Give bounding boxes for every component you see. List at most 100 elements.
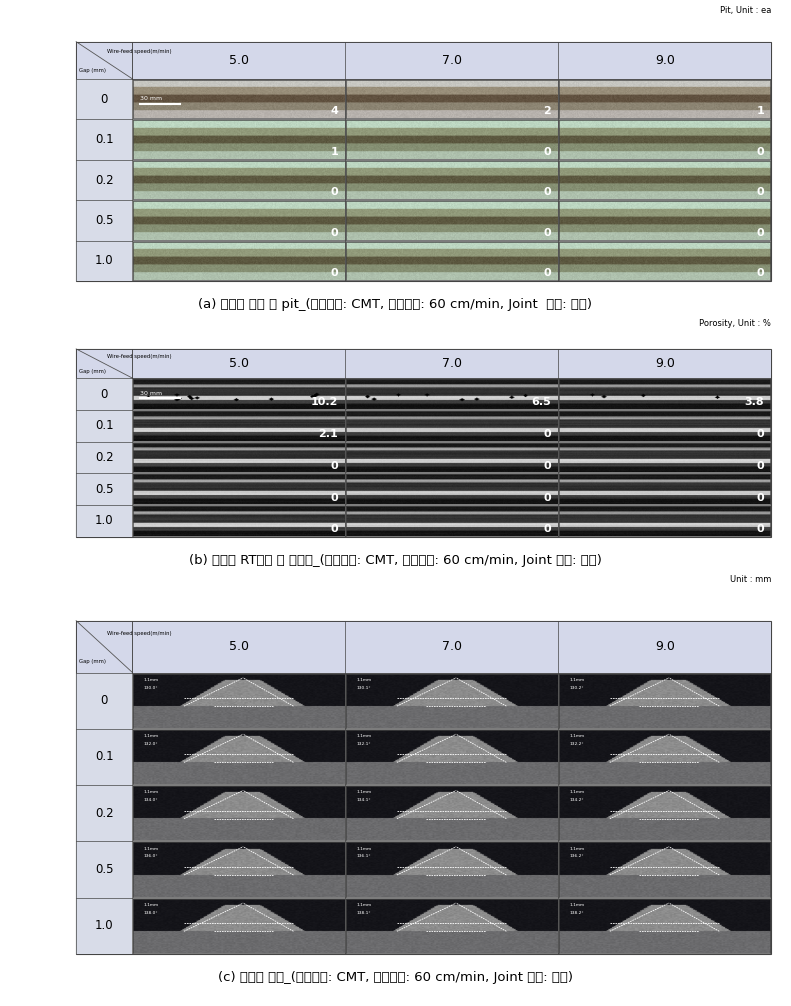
Text: 2: 2 (543, 107, 551, 117)
Text: 0.2: 0.2 (95, 807, 114, 820)
Text: 134.2°: 134.2° (570, 798, 585, 802)
Text: 132.0°: 132.0° (144, 741, 158, 745)
Text: 0: 0 (756, 147, 764, 157)
Text: 136.2°: 136.2° (570, 854, 585, 858)
Bar (76, 378, 133, 409)
Text: 1.1mm: 1.1mm (357, 791, 372, 795)
Text: 0.5: 0.5 (95, 483, 114, 496)
Text: 1.0: 1.0 (95, 255, 114, 268)
Text: 1.1mm: 1.1mm (570, 903, 585, 907)
Text: 0: 0 (543, 430, 551, 439)
Text: 0: 0 (100, 694, 108, 707)
Text: 0: 0 (543, 524, 551, 534)
Text: 0.2: 0.2 (95, 173, 114, 186)
Text: 0: 0 (756, 187, 764, 197)
Text: (a) 용접부 외관 및 pit_(용접모드: CMT, 용접속도: 60 cm/min, Joint  형상: 수평): (a) 용접부 외관 및 pit_(용접모드: CMT, 용접속도: 60 cm… (199, 298, 592, 311)
Text: 0: 0 (543, 147, 551, 157)
Bar (76, 473, 133, 505)
Text: 0: 0 (543, 187, 551, 197)
Text: 5.0: 5.0 (229, 357, 249, 370)
Text: Wire-feed speed(m/min): Wire-feed speed(m/min) (107, 631, 172, 636)
Text: 1.1mm: 1.1mm (144, 678, 159, 682)
Bar (76, 120, 133, 160)
Text: Pit, Unit : ea: Pit, Unit : ea (720, 6, 771, 15)
Text: 0.2: 0.2 (95, 451, 114, 464)
Text: 138.1°: 138.1° (357, 910, 372, 914)
Text: 1.1mm: 1.1mm (357, 678, 372, 682)
Text: 0.5: 0.5 (95, 214, 114, 227)
Text: 0.1: 0.1 (95, 133, 114, 146)
Text: 2.1: 2.1 (319, 430, 339, 439)
Text: 1.1mm: 1.1mm (357, 847, 372, 851)
Text: 1.1mm: 1.1mm (570, 678, 585, 682)
Text: 138.0°: 138.0° (144, 910, 158, 914)
Text: 138.2°: 138.2° (570, 910, 585, 914)
Bar (76, 41, 771, 78)
Text: 0: 0 (756, 493, 764, 503)
Text: 0.1: 0.1 (95, 750, 114, 764)
Text: Gap (mm): Gap (mm) (79, 68, 106, 73)
Text: 0: 0 (756, 430, 764, 439)
Text: 0: 0 (543, 227, 551, 237)
Text: 7.0: 7.0 (442, 357, 462, 370)
Text: 1.1mm: 1.1mm (144, 791, 159, 795)
Text: 136.0°: 136.0° (144, 854, 158, 858)
Text: 0: 0 (331, 269, 339, 279)
Bar (76, 505, 133, 537)
Text: 0: 0 (543, 461, 551, 471)
Text: 1.1mm: 1.1mm (570, 847, 585, 851)
Text: 1.1mm: 1.1mm (357, 903, 372, 907)
Text: Wire-feed speed(m/min): Wire-feed speed(m/min) (107, 354, 172, 359)
Text: 1.0: 1.0 (95, 514, 114, 527)
Text: 134.1°: 134.1° (357, 798, 372, 802)
Text: 30 mm: 30 mm (140, 391, 161, 396)
Text: 7.0: 7.0 (442, 53, 462, 66)
Text: 0: 0 (100, 93, 108, 106)
Text: 30 mm: 30 mm (140, 97, 161, 102)
Text: 130.2°: 130.2° (570, 685, 585, 689)
Text: 1.1mm: 1.1mm (570, 734, 585, 738)
Text: 1: 1 (756, 107, 764, 117)
Text: 136.1°: 136.1° (357, 854, 372, 858)
Text: 0: 0 (756, 227, 764, 237)
Text: 1.1mm: 1.1mm (144, 903, 159, 907)
Text: 1.0: 1.0 (95, 919, 114, 933)
Bar (76, 728, 133, 785)
Text: 132.2°: 132.2° (570, 741, 585, 745)
Text: Porosity, Unit : %: Porosity, Unit : % (699, 319, 771, 328)
Text: 10.2: 10.2 (311, 397, 339, 407)
Text: 5.0: 5.0 (229, 53, 249, 66)
Bar (76, 409, 133, 442)
Text: 0.1: 0.1 (95, 420, 114, 433)
Text: 1.1mm: 1.1mm (570, 791, 585, 795)
Text: Unit : mm: Unit : mm (730, 574, 771, 583)
Text: 0: 0 (331, 524, 339, 534)
Text: 0: 0 (543, 269, 551, 279)
Text: 6.5: 6.5 (532, 397, 551, 407)
Text: 132.1°: 132.1° (357, 741, 372, 745)
Bar (76, 785, 133, 841)
Text: 1.1mm: 1.1mm (144, 734, 159, 738)
Text: 1.1mm: 1.1mm (357, 734, 372, 738)
Text: Gap (mm): Gap (mm) (79, 369, 106, 374)
Text: 9.0: 9.0 (655, 640, 675, 653)
Bar (76, 240, 133, 281)
Bar (76, 841, 133, 897)
Text: (b) 용접부 RT검사 및 기공률_(용접모드: CMT, 용접속도: 60 cm/min, Joint 형상: 수평): (b) 용접부 RT검사 및 기공률_(용접모드: CMT, 용접속도: 60 … (189, 553, 602, 566)
Bar (76, 442, 133, 473)
Bar (76, 621, 771, 673)
Text: 1.1mm: 1.1mm (144, 847, 159, 851)
Text: 0: 0 (756, 524, 764, 534)
Text: 1: 1 (331, 147, 339, 157)
Text: 0: 0 (331, 461, 339, 471)
Text: 0: 0 (756, 461, 764, 471)
Text: 9.0: 9.0 (655, 357, 675, 370)
Bar (76, 673, 133, 728)
Text: 0: 0 (100, 387, 108, 400)
Text: 0: 0 (331, 493, 339, 503)
Bar (76, 349, 771, 378)
Text: 7.0: 7.0 (442, 640, 462, 653)
Bar (76, 897, 133, 954)
Text: 130.0°: 130.0° (144, 685, 158, 689)
Text: 0: 0 (756, 269, 764, 279)
